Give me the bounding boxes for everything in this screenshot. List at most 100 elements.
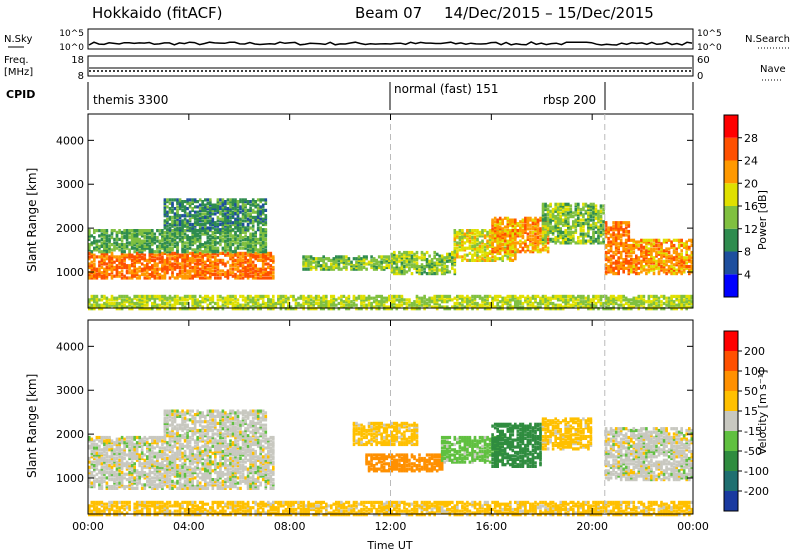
power-cell	[642, 266, 646, 270]
power-cell	[388, 296, 391, 300]
power-cell	[226, 243, 230, 247]
power-cell	[624, 240, 628, 244]
power-cell	[453, 263, 457, 267]
power-cell	[551, 307, 555, 311]
power-cell	[226, 260, 230, 264]
power-cell	[619, 252, 623, 256]
power-cell	[655, 294, 658, 298]
power-cell	[559, 305, 562, 309]
power-cell	[246, 253, 250, 257]
power-cell	[236, 260, 240, 264]
power-cell	[652, 307, 656, 311]
power-cell	[544, 202, 547, 206]
power-cell	[498, 241, 502, 245]
power-cell	[433, 298, 436, 302]
power-cell	[352, 264, 356, 268]
power-cell	[541, 223, 545, 227]
power-cell	[188, 260, 192, 264]
power-cell	[690, 294, 694, 298]
power-cell	[509, 298, 512, 302]
power-cell	[382, 305, 386, 309]
power-cell	[632, 305, 636, 309]
power-cell	[88, 272, 91, 277]
power-cell	[561, 230, 565, 234]
power-cell	[612, 254, 615, 258]
power-cell	[498, 251, 502, 255]
power-cell	[589, 307, 593, 311]
power-cell	[473, 305, 477, 309]
power-cell	[198, 267, 202, 271]
power-cell	[261, 250, 265, 254]
power-cell	[546, 234, 550, 238]
power-cell	[453, 261, 457, 265]
power-cell	[236, 303, 240, 307]
power-cell	[594, 303, 598, 307]
power-cell	[463, 248, 467, 252]
power-cell	[146, 230, 149, 234]
power-cell	[231, 228, 235, 232]
power-cell	[100, 307, 104, 311]
power-cell	[526, 303, 530, 307]
power-cell	[617, 268, 620, 272]
power-cell	[667, 270, 671, 274]
power-cell	[577, 294, 580, 298]
power-cell	[254, 217, 257, 221]
power-cell	[209, 214, 212, 218]
power-cell	[267, 262, 270, 266]
power-cell	[572, 225, 575, 229]
power-cell	[108, 246, 111, 250]
power-cell	[211, 248, 215, 252]
power-cell	[561, 237, 565, 241]
power-cell	[256, 210, 260, 214]
power-cell	[186, 258, 189, 262]
power-cell	[635, 245, 638, 249]
power-cell	[476, 230, 479, 234]
power-cell	[113, 260, 116, 264]
power-cell	[125, 294, 129, 298]
power-cell	[226, 219, 230, 223]
power-cell	[148, 260, 152, 264]
power-cell	[125, 271, 129, 275]
power-cell	[239, 210, 242, 214]
power-cell	[229, 219, 232, 223]
power-cell	[340, 294, 343, 298]
power-cell	[660, 268, 663, 272]
power-cell	[541, 216, 545, 220]
power-cell	[254, 210, 257, 214]
power-cell	[314, 260, 318, 264]
power-cell	[413, 259, 416, 263]
power-cell	[592, 241, 595, 245]
power-cell	[214, 230, 217, 234]
power-cell	[307, 264, 310, 268]
power-cell	[168, 253, 172, 257]
power-cell	[163, 244, 167, 248]
power-cell	[556, 213, 560, 217]
power-cell	[509, 230, 512, 234]
power-cell	[685, 247, 688, 251]
power-cell	[226, 234, 230, 238]
power-cell	[604, 243, 608, 248]
power-cell	[166, 228, 169, 232]
power-cell	[234, 241, 237, 245]
power-cell	[433, 301, 436, 306]
power-cell	[496, 234, 499, 238]
power-cell	[188, 201, 192, 205]
power-cell	[652, 258, 656, 262]
power-cell	[519, 234, 522, 238]
power-cell	[183, 257, 187, 261]
power-cell	[123, 300, 126, 304]
power-cell	[244, 208, 247, 212]
power-cell	[239, 303, 242, 307]
power-cell	[249, 260, 252, 264]
power-cell	[592, 211, 595, 215]
power-cell	[322, 307, 325, 311]
power-cell	[511, 305, 515, 309]
power-cell	[582, 206, 585, 210]
power-cell	[151, 230, 154, 234]
power-cell	[138, 241, 141, 245]
power-cell	[332, 296, 336, 300]
power-cell	[559, 230, 562, 234]
power-cell	[582, 234, 585, 238]
power-cell	[264, 201, 268, 205]
power-cell	[229, 224, 232, 228]
